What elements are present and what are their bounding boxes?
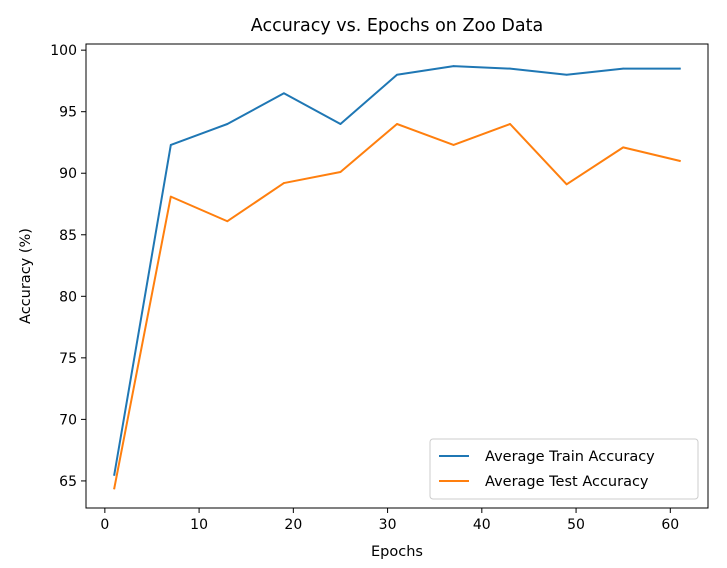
test-data-point: [169, 195, 172, 198]
train-data-point: [396, 73, 398, 76]
legend: Average Train Accuracy Average Test Accu…: [429, 438, 699, 500]
chart-title: Accuracy vs. Epochs on Zoo Data: [251, 16, 543, 36]
x-axis-label: Epochs: [371, 544, 423, 560]
plot-layer: [113, 65, 681, 490]
x-tick-label: 0: [100, 517, 109, 533]
train-data-point: [452, 65, 455, 68]
test-data-point: [565, 183, 568, 186]
legend-label-test: Average Test Accuracy: [485, 474, 649, 490]
y-axis-label: Accuracy (%): [18, 228, 34, 324]
train-data-point: [678, 67, 681, 70]
legend-box: [429, 438, 699, 500]
test-data-point: [283, 182, 285, 184]
y-tick-label: 75: [59, 351, 77, 367]
test-data-point: [678, 160, 681, 162]
y-tick-label: 85: [59, 228, 77, 244]
train-data-point: [339, 123, 342, 125]
test-data-point: [339, 171, 342, 173]
test-data-point: [622, 146, 625, 149]
y-tick-label: 80: [59, 289, 77, 305]
y-tick-label: 70: [59, 412, 77, 428]
train-data-point: [226, 123, 229, 125]
x-tick-label: 20: [284, 517, 302, 533]
plot-frame: [85, 43, 709, 509]
test-data-point: [113, 487, 116, 490]
test-data-point: [226, 220, 229, 223]
x-tick-label: 60: [661, 517, 679, 533]
train-data-point: [113, 473, 116, 476]
x-tick-label: 30: [379, 517, 397, 533]
y-tick-label: 90: [59, 166, 77, 182]
x-tick-label: 10: [190, 517, 208, 533]
y-tick-label: 100: [50, 43, 77, 59]
train-data-point: [169, 144, 172, 146]
test-data-point: [452, 144, 455, 146]
y-axis: 65 70 75 80 85 90 95 100: [50, 43, 86, 490]
y-tick-label: 65: [59, 474, 77, 490]
test-data-point: [509, 123, 511, 125]
train-data-point: [283, 92, 285, 95]
x-axis: 0 10 20 30 40 50 60: [100, 508, 679, 533]
x-tick-label: 50: [567, 517, 585, 533]
train-data-point: [509, 67, 511, 70]
legend-label-train: Average Train Accuracy: [485, 449, 655, 465]
y-tick-label: 95: [59, 105, 77, 121]
test-data-point: [396, 123, 398, 125]
train-data-point: [565, 73, 568, 76]
train-data-point: [622, 67, 625, 70]
x-tick-label: 40: [473, 517, 491, 533]
